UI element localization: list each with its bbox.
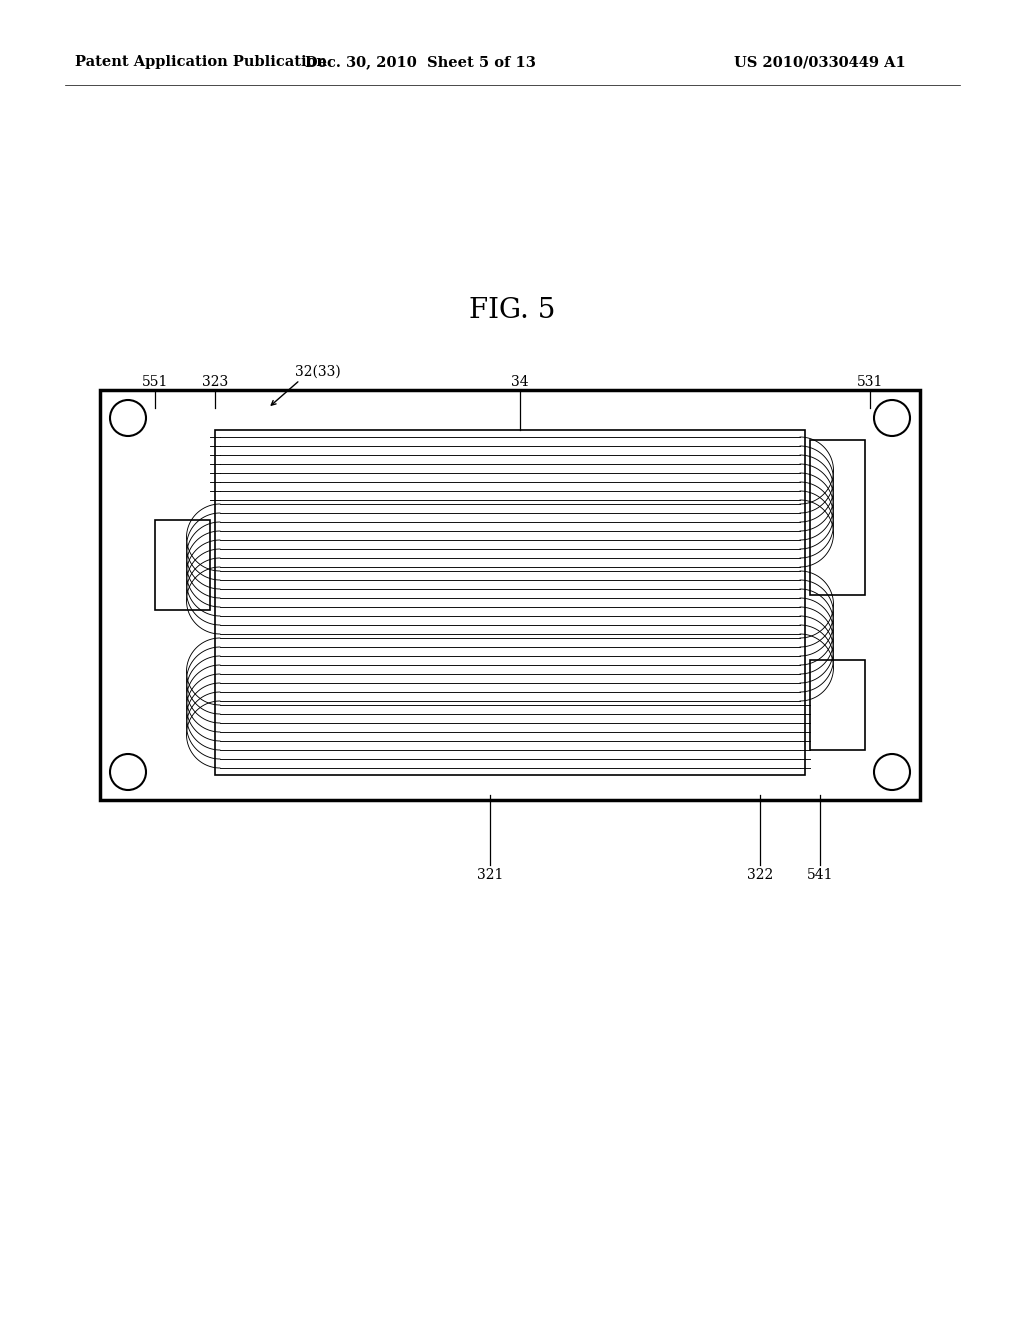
Text: Patent Application Publication: Patent Application Publication — [75, 55, 327, 69]
Circle shape — [874, 400, 910, 436]
Bar — [155, 520, 210, 610]
Bar — [100, 389, 920, 800]
Circle shape — [110, 400, 146, 436]
Text: Dec. 30, 2010  Sheet 5 of 13: Dec. 30, 2010 Sheet 5 of 13 — [304, 55, 536, 69]
Text: 551: 551 — [141, 375, 168, 389]
Circle shape — [110, 754, 146, 789]
Bar — [810, 440, 865, 595]
Text: FIG. 5: FIG. 5 — [469, 297, 555, 323]
Text: 541: 541 — [807, 869, 834, 882]
Text: 34: 34 — [511, 375, 528, 389]
Text: US 2010/0330449 A1: US 2010/0330449 A1 — [734, 55, 906, 69]
Text: 531: 531 — [857, 375, 883, 389]
Text: 322: 322 — [746, 869, 773, 882]
Bar — [215, 430, 805, 775]
Bar — [810, 660, 865, 750]
Text: 323: 323 — [202, 375, 228, 389]
Text: 32(33): 32(33) — [295, 366, 341, 379]
Text: 321: 321 — [477, 869, 503, 882]
Circle shape — [874, 754, 910, 789]
